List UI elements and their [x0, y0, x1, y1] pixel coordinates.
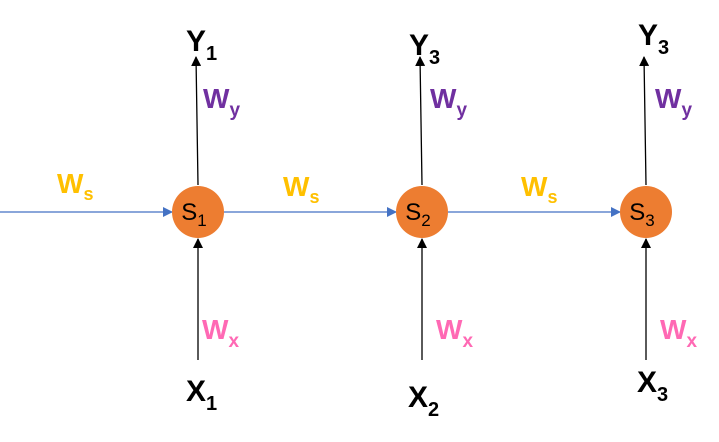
- state-node-2: S2: [396, 186, 448, 238]
- ws-label-1: Ws: [57, 168, 93, 204]
- wy-label-1: Wy: [203, 83, 240, 121]
- input-label-3: X3: [637, 366, 668, 406]
- output-arrow-1: [191, 56, 202, 186]
- svg-text:S2: S2: [405, 199, 430, 230]
- input-label-2: X2: [408, 381, 439, 421]
- svg-text:S3: S3: [629, 199, 654, 230]
- ws-label-3: Ws: [521, 171, 557, 207]
- input-label-1: X1: [186, 375, 217, 415]
- state-node-3: S3: [620, 186, 672, 238]
- svg-text:S1: S1: [181, 199, 206, 230]
- wx-label-2: Wx: [436, 314, 473, 352]
- wy-label-2: Wy: [430, 83, 467, 121]
- output-label-1: Y1: [186, 25, 217, 65]
- wx-label-1: Wx: [202, 314, 239, 352]
- output-label-3: Y3: [638, 19, 669, 59]
- wy-label-3: Wy: [655, 83, 692, 121]
- state-node-1: S1: [172, 186, 224, 238]
- wx-label-3: Wx: [660, 314, 697, 352]
- output-label-2: Y3: [409, 29, 440, 69]
- ws-label-2: Ws: [283, 171, 319, 207]
- output-arrow-2: [415, 56, 426, 186]
- output-arrow-3: [639, 56, 650, 186]
